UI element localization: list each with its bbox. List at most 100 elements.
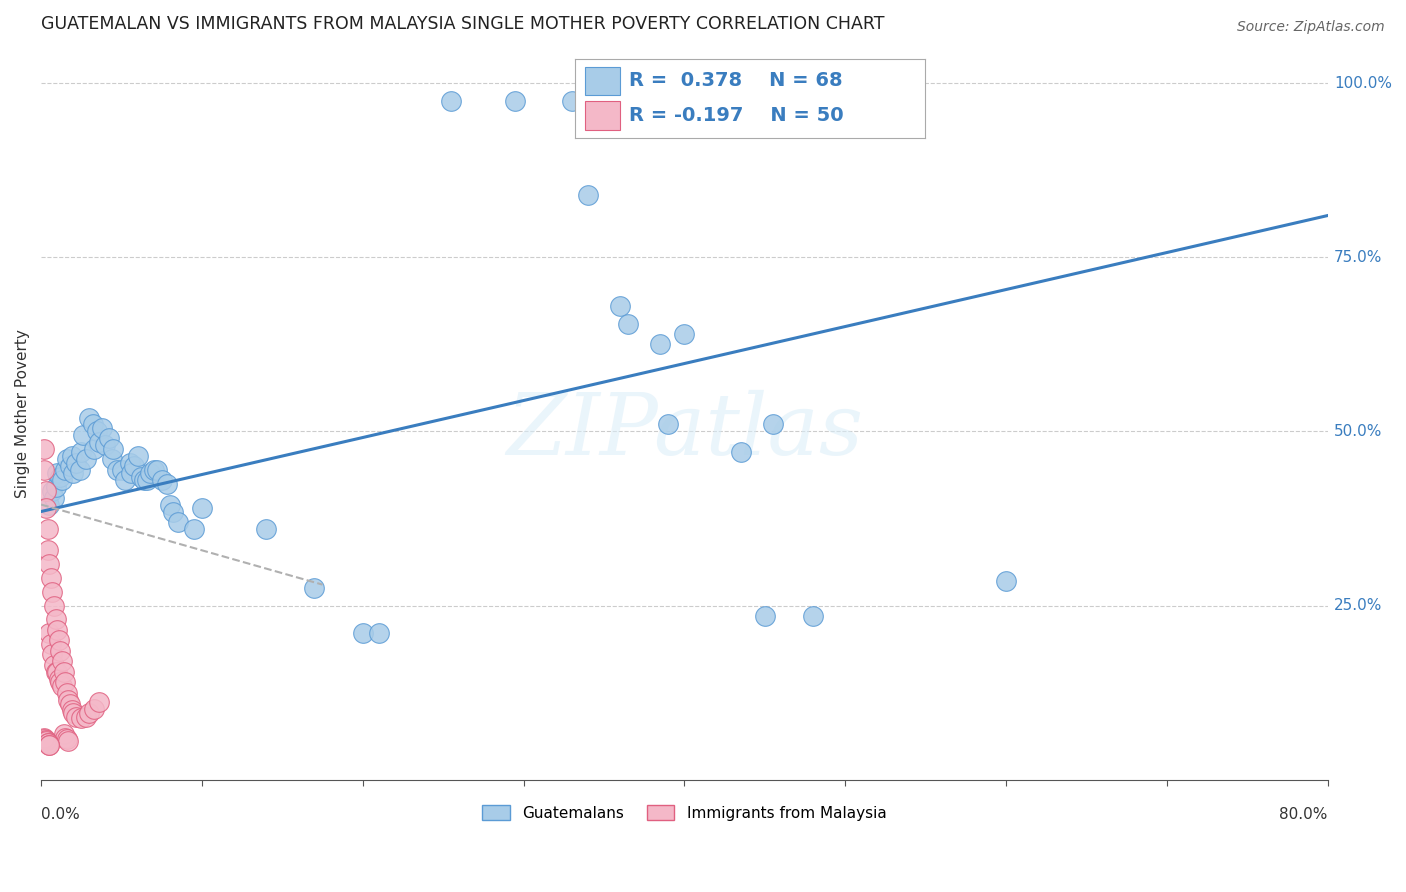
Point xyxy=(49,675,72,690)
Point xyxy=(51,679,73,693)
Point xyxy=(994,574,1017,589)
Point xyxy=(56,685,79,699)
Point xyxy=(617,317,640,331)
Point xyxy=(56,732,79,747)
Point xyxy=(58,692,80,706)
Point xyxy=(51,473,73,487)
Point xyxy=(150,473,173,487)
Point xyxy=(129,469,152,483)
Point xyxy=(48,633,70,648)
Point xyxy=(37,542,59,557)
Point xyxy=(83,701,105,715)
Point xyxy=(49,644,72,658)
Point xyxy=(39,637,62,651)
Point xyxy=(105,463,128,477)
Point xyxy=(34,731,56,745)
Point xyxy=(62,706,84,721)
Point xyxy=(304,581,326,595)
Point xyxy=(53,731,76,745)
Point xyxy=(38,557,60,571)
Point xyxy=(183,522,205,536)
Point xyxy=(62,467,84,481)
Point xyxy=(114,473,136,487)
Point xyxy=(42,657,65,672)
Point xyxy=(48,672,70,686)
Point xyxy=(42,599,65,613)
Point xyxy=(87,695,110,709)
Text: 50.0%: 50.0% xyxy=(1334,424,1382,439)
Point xyxy=(83,442,105,456)
Text: 0.0%: 0.0% xyxy=(41,807,80,822)
Point xyxy=(609,299,631,313)
Point xyxy=(124,459,146,474)
Point xyxy=(657,417,679,432)
Point xyxy=(75,452,97,467)
Point xyxy=(142,463,165,477)
Point xyxy=(191,501,214,516)
Point xyxy=(35,734,58,748)
Point xyxy=(166,515,188,529)
Point xyxy=(75,710,97,724)
Point xyxy=(60,449,83,463)
Point xyxy=(37,522,59,536)
Point xyxy=(367,626,389,640)
Point xyxy=(53,675,76,690)
Point xyxy=(440,94,463,108)
Point xyxy=(118,456,141,470)
Point xyxy=(86,425,108,439)
Point xyxy=(730,445,752,459)
Point xyxy=(41,647,63,661)
Point xyxy=(35,733,58,747)
Point xyxy=(46,623,69,637)
Point xyxy=(505,94,527,108)
Point xyxy=(97,431,120,445)
Point xyxy=(127,449,149,463)
Point xyxy=(51,654,73,668)
Point xyxy=(139,467,162,481)
Point xyxy=(120,467,142,481)
Point xyxy=(576,187,599,202)
Point xyxy=(72,428,94,442)
Y-axis label: Single Mother Poverty: Single Mother Poverty xyxy=(15,329,30,499)
Point xyxy=(45,665,67,679)
Text: 25.0%: 25.0% xyxy=(1334,598,1382,613)
Point xyxy=(69,463,91,477)
Point xyxy=(79,410,101,425)
Point xyxy=(87,434,110,449)
Text: ZIPatlas: ZIPatlas xyxy=(506,390,863,473)
Point xyxy=(159,498,181,512)
Point xyxy=(46,467,69,481)
Point xyxy=(52,665,75,679)
Point xyxy=(41,483,63,498)
Point xyxy=(101,452,124,467)
Point xyxy=(650,337,672,351)
Point xyxy=(59,698,82,712)
Point xyxy=(801,609,824,624)
Point xyxy=(70,445,93,459)
Point xyxy=(38,626,60,640)
Point xyxy=(49,469,72,483)
Point xyxy=(45,612,67,626)
Point xyxy=(146,463,169,477)
Point xyxy=(155,476,177,491)
Point xyxy=(162,504,184,518)
Point xyxy=(35,483,58,498)
Text: 80.0%: 80.0% xyxy=(1279,807,1327,822)
Point xyxy=(70,711,93,725)
Point xyxy=(79,706,101,721)
Point xyxy=(35,501,58,516)
Text: 100.0%: 100.0% xyxy=(1334,76,1392,91)
Point xyxy=(673,326,696,341)
Point xyxy=(132,473,155,487)
Point xyxy=(110,463,132,477)
Point xyxy=(754,609,776,624)
Point xyxy=(45,480,67,494)
Point xyxy=(136,473,159,487)
Legend: Guatemalans, Immigrants from Malaysia: Guatemalans, Immigrants from Malaysia xyxy=(477,798,893,827)
Point xyxy=(52,727,75,741)
Point xyxy=(37,736,59,750)
Point xyxy=(762,417,785,432)
Point xyxy=(41,584,63,599)
Point xyxy=(46,665,69,679)
Point xyxy=(91,421,114,435)
